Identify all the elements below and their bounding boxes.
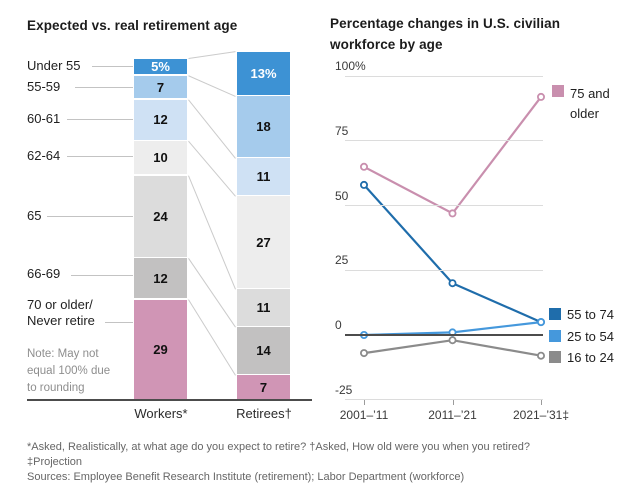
right-chart-title-line2: workforce by age <box>330 37 443 52</box>
data-point-marker <box>448 336 457 345</box>
category-label: 66-69 <box>27 266 127 282</box>
bar-segment: 12 <box>134 99 187 140</box>
bar-segment: 7 <box>237 375 290 399</box>
gridline <box>345 205 543 207</box>
legend-swatch <box>549 308 561 320</box>
footnote-projection: ‡Projection <box>27 456 83 468</box>
connector-line <box>188 140 236 197</box>
category-label-line: 62-64 <box>27 148 61 163</box>
category-leader-line <box>47 216 133 217</box>
x-tick-mark <box>541 400 542 405</box>
y-tick-label: 0 <box>335 318 342 332</box>
bar-segment: 27 <box>237 196 290 288</box>
legend-swatch <box>549 330 561 342</box>
bar-segment: 13% <box>237 51 290 96</box>
category-label: 62-64 <box>27 148 127 164</box>
legend-swatch <box>549 351 561 363</box>
bar-segment: 14 <box>237 327 290 374</box>
x-tick-mark <box>364 400 365 405</box>
bar-segment: 5% <box>134 58 187 75</box>
gridline <box>345 269 543 271</box>
x-tick-label: 2011–’21 <box>428 408 477 422</box>
note-line: equal 100% due <box>27 365 111 377</box>
y-tick-label: 75 <box>335 123 349 138</box>
bar-segment: 11 <box>237 158 290 195</box>
left-xlabel-retirees: Retirees† <box>236 406 292 421</box>
data-point-marker <box>537 318 546 327</box>
bar-segment: 29 <box>134 299 187 399</box>
bar-segment: 11 <box>237 289 290 326</box>
connector-line <box>188 99 236 159</box>
bar-segment: 10 <box>134 141 187 175</box>
legend-label: 55 to 74 <box>567 307 614 322</box>
legend-item-16-to-24: 16 to 24 <box>549 350 639 365</box>
series-line-16-to-24 <box>363 339 542 357</box>
footnote-sources: Sources: Employee Benefit Research Insti… <box>27 471 465 483</box>
left-chart-title: Expected vs. real retirement age <box>27 18 238 33</box>
note-line: Note: May not <box>27 348 99 360</box>
category-leader-line <box>92 66 133 67</box>
left-baseline <box>27 399 312 401</box>
bar-segment: 12 <box>134 258 187 299</box>
connector-line <box>188 258 236 328</box>
data-point-marker <box>359 349 368 358</box>
data-point-marker <box>359 180 368 189</box>
category-label-line: 66-69 <box>27 266 61 281</box>
category-label-line: 55-59 <box>27 79 61 94</box>
y-tick-label: 50 <box>335 188 349 203</box>
legend-item-75-and-older: 75 and older <box>552 84 624 124</box>
category-leader-line <box>75 87 133 88</box>
data-point-marker <box>448 279 457 288</box>
data-point-marker <box>537 92 546 101</box>
gridline <box>345 75 543 77</box>
category-label: 60-61 <box>27 111 127 127</box>
data-point-marker <box>448 209 457 218</box>
connector-line <box>188 299 236 376</box>
x-tick-label: 2001–’11 <box>339 408 389 422</box>
y-tick-label: 25 <box>335 253 349 268</box>
category-label-line: 70 or older/ <box>27 297 93 312</box>
data-point-marker <box>537 351 546 360</box>
gridline <box>345 140 543 142</box>
y-tick-label: -25 <box>335 382 353 397</box>
connector-line <box>188 75 236 97</box>
gridline <box>345 399 543 401</box>
x-tick-label: 2021–’31‡ <box>512 408 570 422</box>
y-tick-label: 100% <box>335 59 366 74</box>
category-leader-line <box>67 119 133 120</box>
legend-label: 25 to 54 <box>567 329 614 344</box>
category-label: 70 or older/Never retire <box>27 297 127 329</box>
category-leader-line <box>71 275 133 276</box>
category-label-line: 65 <box>27 208 42 223</box>
footnote-questions: *Asked, Realistically, at what age do yo… <box>27 441 531 453</box>
legend-item-55-to-74: 55 to 74 <box>549 307 639 322</box>
data-point-marker <box>359 162 368 171</box>
gridline <box>345 334 543 336</box>
bar-segment: 7 <box>134 75 187 99</box>
legend-swatch <box>552 85 564 97</box>
series-line-75-and-older <box>363 96 542 215</box>
left-xlabel-workers: Workers* <box>134 406 188 421</box>
category-label-line: Under 55 <box>27 58 81 73</box>
connector-line <box>188 51 236 60</box>
bar-segment: 18 <box>237 96 290 157</box>
category-label-line: Never retire <box>27 313 95 328</box>
legend-label: 75 and older <box>570 86 610 121</box>
note-line: to rounding <box>27 382 85 394</box>
x-tick-mark <box>452 400 454 405</box>
category-leader-line <box>105 322 133 323</box>
category-label: 55-59 <box>27 79 127 95</box>
category-leader-line <box>67 156 133 157</box>
legend-label: 16 to 24 <box>567 350 614 365</box>
category-label: Under 55 <box>27 58 127 74</box>
legend-item-25-to-54: 25 to 54 <box>549 329 639 344</box>
category-label: 65 <box>27 208 127 224</box>
bar-segment: 24 <box>134 175 187 257</box>
connector-line <box>188 175 236 290</box>
right-chart-title-line1: Percentage changes in U.S. civilian <box>330 16 561 31</box>
data-point-marker <box>537 318 546 327</box>
category-label-line: 60-61 <box>27 111 61 126</box>
